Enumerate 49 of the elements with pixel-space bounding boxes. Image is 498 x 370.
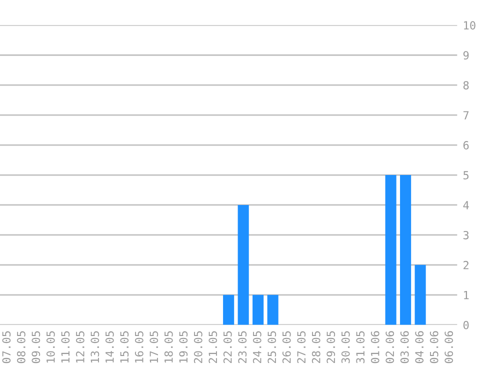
y-tick-label: 2 [464, 260, 468, 270]
y-tick-label: 9 [463, 51, 469, 60]
bar [400, 175, 412, 325]
bar [267, 294, 278, 325]
x-tick-label: 14.05 [105, 331, 114, 363]
x-tick-label: 16.05 [134, 331, 144, 363]
x-tick-label: 06.06 [444, 331, 454, 364]
x-tick-label: 17.05 [150, 331, 158, 363]
x-tick-label: 27.05 [297, 331, 306, 364]
bar [223, 294, 234, 325]
bar [385, 175, 396, 325]
y-tick-label: 6 [463, 141, 469, 150]
x-tick-label: 19.05 [179, 331, 188, 363]
bar [238, 204, 249, 325]
x-tick-label: 31.05 [356, 331, 365, 364]
x-tick-label: 13.05 [90, 331, 100, 363]
x-tick-label: 25.05 [268, 331, 276, 364]
y-tick-label: 4 [463, 201, 469, 210]
y-tick-label: 5 [463, 171, 469, 180]
y-tick-label: 10 [464, 21, 476, 30]
x-tick-label: 18.05 [164, 331, 173, 363]
x-tick-label: 04.06 [415, 331, 424, 364]
x-tick-label: 01.06 [370, 331, 380, 364]
x-tick-label: 23.05 [238, 331, 247, 364]
x-tick-label: 30.05 [341, 331, 350, 364]
x-tick-label: 29.05 [326, 331, 336, 364]
x-tick-label: 02.06 [386, 331, 394, 364]
x-tick-label: 28.05 [312, 331, 320, 364]
bar [414, 264, 426, 325]
x-tick-label: 22.05 [223, 331, 232, 364]
x-tick-label: 07.05 [2, 331, 11, 364]
y-tick-label: 7 [463, 111, 469, 120]
x-tick-label: 10.05 [46, 331, 55, 363]
x-tick-label: 15.05 [120, 331, 129, 363]
y-tick-label: 8 [463, 81, 469, 90]
bar [252, 294, 264, 325]
x-tick-label: 24.05 [252, 331, 262, 364]
y-tick-label: 0 [463, 320, 469, 330]
x-tick-label: 20.05 [194, 331, 202, 364]
x-tick-label: 05.06 [430, 331, 438, 364]
x-tick-label: 08.05 [16, 331, 26, 364]
y-tick-label: 1 [464, 291, 469, 300]
x-tick-label: 21.05 [208, 331, 218, 364]
x-tick-label: 26.05 [282, 331, 291, 364]
x-tick-label: 09.05 [32, 331, 40, 364]
y-tick-label: 3 [463, 230, 469, 240]
x-tick-label: 11.05 [61, 331, 70, 363]
x-tick-label: 03.06 [400, 331, 409, 364]
x-tick-label: 12.05 [76, 331, 84, 363]
